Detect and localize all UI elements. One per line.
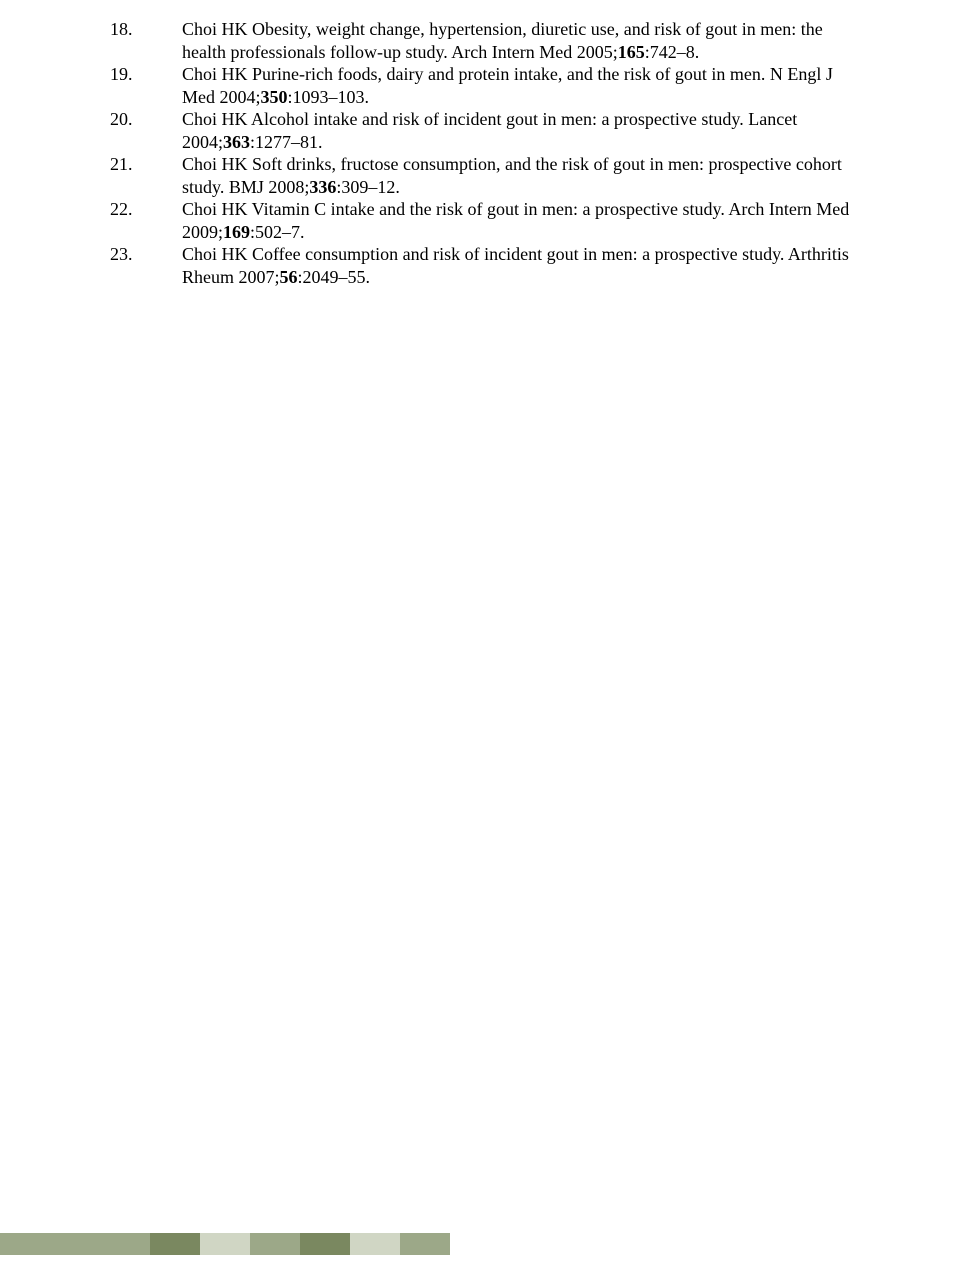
- reference-text: Choi HK Vitamin C intake and the risk of…: [182, 198, 850, 243]
- footer-segment: [350, 1233, 400, 1255]
- reference-number: 18.: [110, 18, 182, 63]
- reference-item: 22. Choi HK Vitamin C intake and the ris…: [110, 198, 850, 243]
- reference-text: Choi HK Obesity, weight change, hyperten…: [182, 18, 850, 63]
- footer-segment: [0, 1233, 150, 1255]
- reference-item: 21. Choi HK Soft drinks, fructose consum…: [110, 153, 850, 198]
- references-list: 18. Choi HK Obesity, weight change, hype…: [0, 0, 960, 288]
- footer-segment: [250, 1233, 300, 1255]
- reference-item: 23. Choi HK Coffee consumption and risk …: [110, 243, 850, 288]
- reference-item: 19. Choi HK Purine-rich foods, dairy and…: [110, 63, 850, 108]
- footer-segment: [400, 1233, 450, 1255]
- footer-decoration: [0, 1233, 960, 1255]
- reference-number: 20.: [110, 108, 182, 153]
- footer-segment: [450, 1233, 960, 1255]
- footer-segment: [300, 1233, 350, 1255]
- reference-number: 23.: [110, 243, 182, 288]
- reference-item: 20. Choi HK Alcohol intake and risk of i…: [110, 108, 850, 153]
- reference-text: Choi HK Soft drinks, fructose consumptio…: [182, 153, 850, 198]
- reference-number: 19.: [110, 63, 182, 108]
- reference-number: 21.: [110, 153, 182, 198]
- reference-text: Choi HK Alcohol intake and risk of incid…: [182, 108, 850, 153]
- footer-segment: [200, 1233, 250, 1255]
- footer-segment: [150, 1233, 200, 1255]
- reference-number: 22.: [110, 198, 182, 243]
- reference-text: Choi HK Purine-rich foods, dairy and pro…: [182, 63, 850, 108]
- reference-item: 18. Choi HK Obesity, weight change, hype…: [110, 18, 850, 63]
- reference-text: Choi HK Coffee consumption and risk of i…: [182, 243, 850, 288]
